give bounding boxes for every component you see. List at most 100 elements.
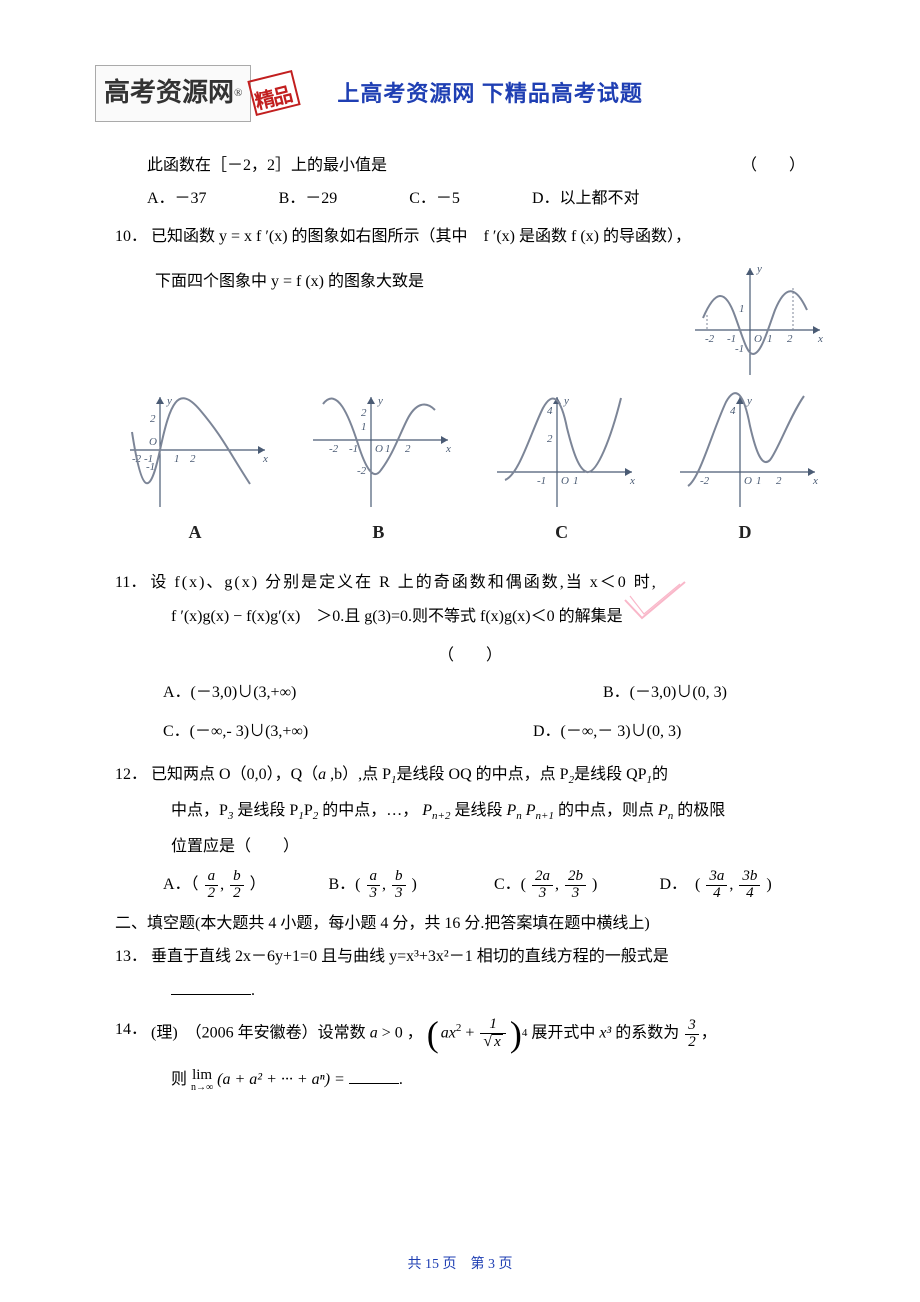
q12-u4: 的中点，…， [318, 802, 418, 819]
graph-label-b: B [372, 516, 384, 548]
page-header: 高考资源网 ® 精品 上高考资源网 下精品高考试题 [95, 65, 825, 122]
q10-ref-graph: x y O -2 -1 1 2 1 -1 [675, 260, 825, 380]
tick: 1 [573, 475, 579, 487]
q12-u3: P [304, 802, 313, 819]
q13-blank-row: . [171, 977, 825, 1006]
q14-mid: 展开式中 [531, 1025, 599, 1042]
q12-stem2: 中点，P3 是线段 P1P2 的中点，…， Pn+2 是线段 Pn Pn+1 的… [139, 797, 825, 827]
q12b-suf: ) [412, 876, 417, 893]
q12d-suf: ) [766, 876, 771, 893]
q12c-pre: C．( [494, 876, 526, 893]
tick: 1 [361, 421, 367, 433]
stamp-icon: 精品 [249, 73, 299, 113]
tick: 2 [787, 333, 793, 345]
q12-u7: 的极限 [677, 802, 725, 819]
q13: 13． 垂直于直线 2x－6y+1=0 且与曲线 y=x³+3x²－1 相切的直… [115, 943, 825, 972]
q12-u6: 的中点，则点 [558, 802, 654, 819]
frac-n: 3b [739, 869, 760, 885]
q9-opt-b: B．－29 [247, 185, 338, 214]
q10-line1: 10． 已知函数 y = x f ′(x) 的图象如右图所示（其中 f ′(x)… [115, 223, 825, 252]
q12a-pre: A．（ [163, 876, 199, 893]
fill-blank [171, 978, 251, 996]
q12-opt-b: B．( a3, b3 ) [329, 869, 495, 902]
frac-n: a [367, 869, 381, 885]
q9-options: A．－37 B．－29 C．－5 D．以上都不对 [115, 185, 825, 214]
origin-label: O [149, 436, 157, 448]
axis-x-label: x [817, 333, 823, 345]
axis-x-label: x [629, 475, 635, 487]
q12d-pre: D． ( [660, 876, 701, 893]
frac-n: b [392, 869, 406, 885]
q14-coef: 的系数为 [611, 1025, 679, 1042]
binomial-expression: ( ax2 + 1 √x )4 [427, 1016, 528, 1052]
frac-n: 2b [565, 869, 586, 885]
q12-u1: 中点，P [171, 802, 228, 819]
q11-opt-b: B．(－3,0)∪(0, 3) [603, 679, 825, 708]
axis-y-label: y [563, 395, 569, 407]
frac-d: 3 [569, 886, 583, 902]
q11-opt-d: D．(－∞,－ 3)∪(0, 3) [533, 718, 825, 747]
q12-opt-a: A．（ a2, b2 ） [163, 869, 329, 902]
tick: -2 [700, 475, 710, 487]
origin-label: O [754, 333, 762, 345]
q11-number: 11． [115, 569, 146, 598]
graph-label-c: C [555, 516, 568, 548]
q14-agt0: > 0 ， [378, 1025, 423, 1042]
frac-d: 2 [205, 886, 219, 902]
lim-sub: n→∞ [191, 1083, 213, 1093]
q14-body: (理) （2006 年安徽卷）设常数 a > 0 ， ( ax2 + 1 √x … [151, 1016, 717, 1052]
tick: -2 [329, 443, 339, 455]
tick: 1 [767, 333, 773, 345]
axis-x-label: x [812, 475, 818, 487]
q14-series: (a + a² + ··· + aⁿ) = [217, 1071, 345, 1088]
origin-label: O [744, 475, 752, 487]
q12-stem1: 已知两点 O（0,0），Q（a ,b）,点 P1是线段 OQ 的中点，点 P2是… [151, 761, 668, 791]
tick: 1 [385, 443, 391, 455]
q10-graph-c: x y O -1 1 4 2 C [487, 392, 637, 548]
axis-y-label: y [166, 395, 172, 407]
frac-n: 3a [706, 869, 727, 885]
tick: 1 [174, 453, 180, 465]
q12-opt-c: C．( 2a3, 2b3 ) [494, 869, 660, 902]
q9-opt-a: A．－37 [115, 185, 207, 214]
q12-line1: 12． 已知两点 O（0,0），Q（a ,b）,点 P1是线段 OQ 的中点，点… [115, 761, 825, 791]
check-watermark-icon [620, 580, 690, 624]
curve [505, 398, 621, 480]
section2-heading: 二、填空题(本大题共 4 小题，每小题 4 分，共 16 分.把答案填在题中横线… [115, 910, 825, 939]
q12-u2: 是线段 P [233, 802, 298, 819]
q10-option-graphs: x y O -2 -1 1 2 2 -1 A [115, 392, 825, 548]
q12-t3: 是线段 OQ 的中点，点 P [397, 766, 569, 783]
axis-y-label: y [377, 395, 383, 407]
q12-options: A．（ a2, b2 ） B．( a3, b3 ) C．( 2a3, 2b3 )… [163, 869, 825, 902]
q9-opt-c: C．－5 [377, 185, 460, 214]
q14-period: . [399, 1071, 403, 1088]
q14-then: 则 [171, 1071, 187, 1088]
frac-d: 4 [710, 886, 724, 902]
q12-t4: 是线段 QP [574, 766, 646, 783]
tick: -1 [735, 343, 744, 355]
tick: -2 [705, 333, 715, 345]
page-footer: 共 15 页 第 3 页 [0, 1252, 920, 1277]
tick: 4 [730, 405, 736, 417]
frac-d: 4 [743, 886, 757, 902]
q9-paren: （ ） [709, 152, 805, 181]
frac-d: 3 [536, 886, 550, 902]
q13-text: 垂直于直线 2x－6y+1=0 且与曲线 y=x³+3x²－1 相切的直线方程的… [151, 943, 669, 972]
q10-graph-a: x y O -2 -1 1 2 2 -1 A [120, 392, 270, 548]
frac-n: b [230, 869, 244, 885]
tick: 2 [776, 475, 782, 487]
q11-opt-c: C．(－∞,- 3)∪(3,+∞) [163, 718, 483, 747]
q14-line1: 14． (理) （2006 年安徽卷）设常数 a > 0 ， ( ax2 + 1… [115, 1016, 825, 1052]
q11-stem1: 设 f(x)、g(x) 分别是定义在 R 上的奇函数和偶函数,当 x＜0 时, [150, 569, 657, 598]
axis-y-label: y [746, 395, 752, 407]
q12-t2: ,b）,点 P [330, 766, 391, 783]
header-tagline: 上高考资源网 下精品高考试题 [337, 74, 643, 114]
q14-comma: ， [701, 1025, 717, 1042]
tick: 2 [547, 433, 553, 445]
q12-number: 12． [115, 761, 147, 790]
q10-graph-d: x y O -2 1 2 4 D [670, 392, 820, 548]
tick: 2 [361, 407, 367, 419]
tick: 1 [739, 303, 745, 315]
q11-stem2: f ′(x)g(x) − f(x)g′(x) ＞0.且 g(3)=0.则不等式 … [139, 603, 825, 632]
frac-d: 3 [367, 886, 381, 902]
